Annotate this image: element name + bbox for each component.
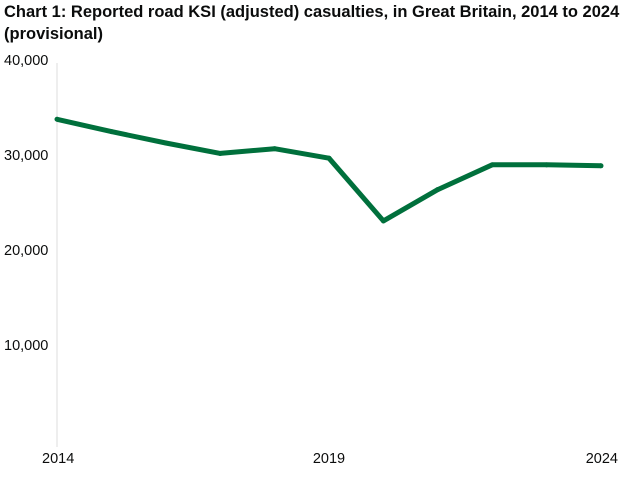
y-tick-label: 20,000	[4, 243, 48, 259]
chart-title: Chart 1: Reported road KSI (adjusted) ca…	[4, 3, 620, 43]
data-point-2020	[380, 218, 386, 224]
y-tick-label: 40,000	[4, 53, 48, 69]
data-points	[54, 116, 604, 224]
x-tick-labels: 2014 2019 2024	[42, 451, 618, 467]
data-point-2019	[326, 155, 332, 161]
series-line	[56, 116, 602, 224]
data-point-2018	[272, 146, 278, 152]
data-point-2017	[217, 150, 223, 156]
data-point-2021	[435, 187, 441, 193]
y-tick-labels: 10,000 20,000 30,000 40,000	[4, 53, 48, 354]
data-point-2023	[544, 162, 550, 168]
series-lines	[56, 116, 602, 224]
data-point-2015	[108, 129, 114, 135]
x-tick-label: 2019	[313, 451, 345, 467]
data-point-2014	[54, 116, 60, 122]
data-point-2022	[489, 162, 495, 168]
x-tick-label: 2024	[586, 451, 618, 467]
y-tick-label: 30,000	[4, 148, 48, 164]
x-tick-label: 2014	[42, 451, 74, 467]
data-point-2016	[163, 140, 169, 146]
y-tick-label: 10,000	[4, 338, 48, 354]
data-point-2024	[598, 163, 604, 169]
